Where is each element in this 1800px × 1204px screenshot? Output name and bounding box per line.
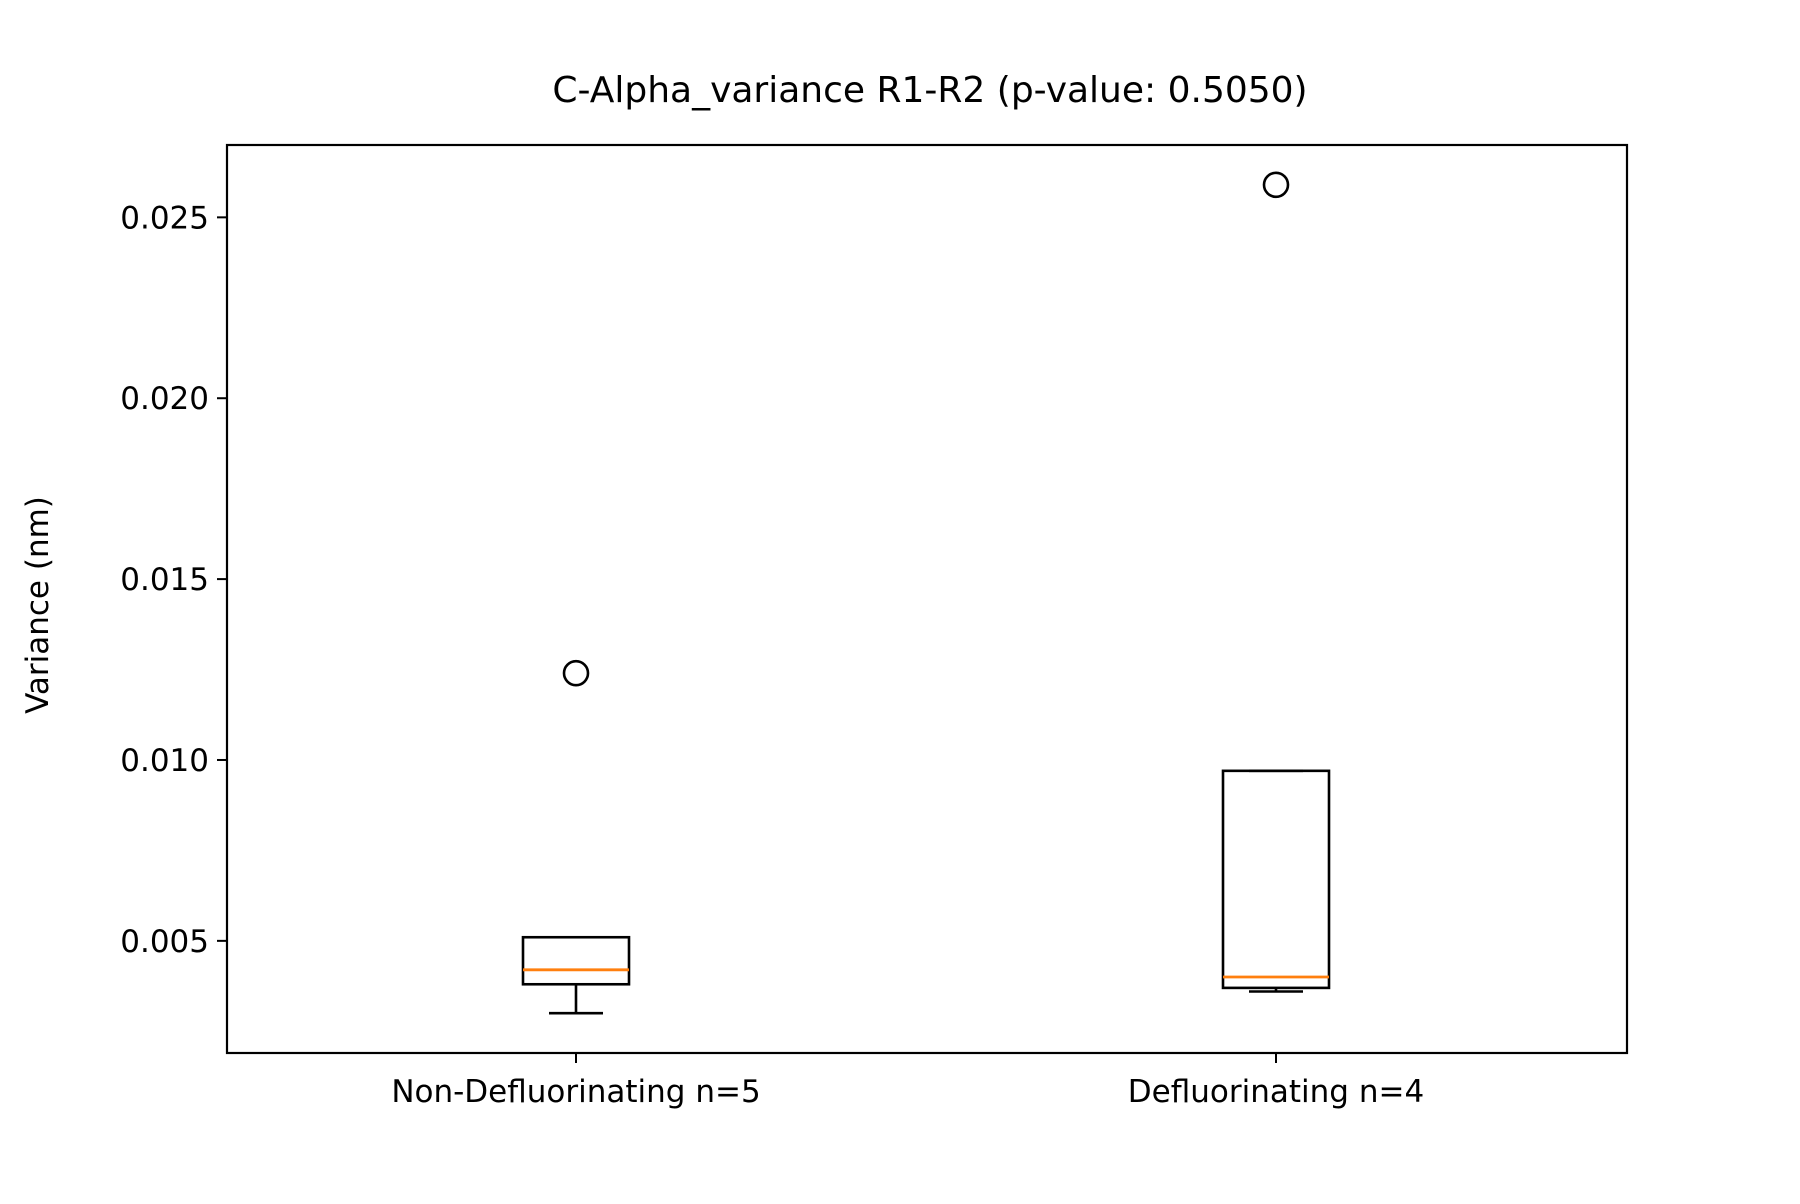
chart-title: C-Alpha_variance R1-R2 (p-value: 0.5050) (552, 70, 1307, 111)
x-tick-label-0: Non-Defluorinating n=5 (391, 1074, 760, 1110)
axes-frame (225, 143, 1629, 1055)
iqr-box-0 (521, 935, 631, 986)
iqr-box-1 (1221, 769, 1331, 990)
outlier-1-0 (1262, 171, 1290, 199)
y-axis-label: Variance (nm) (20, 496, 56, 714)
plot-area: 0.005 0.010 0.015 0.020 0.025 Non-Defluorinat… (120, 171, 1424, 1110)
x-tick-label-1: Defluorinating n=4 (1128, 1074, 1424, 1110)
y-tick-label-3: 0.020 (120, 381, 209, 417)
y-tick-label-4: 0.025 (120, 200, 209, 236)
outlier-0-0 (562, 659, 590, 687)
y-tick-label-0: 0.005 (120, 924, 209, 960)
y-tick-label-1: 0.010 (120, 743, 209, 779)
y-tick-label-2: 0.015 (120, 562, 209, 598)
